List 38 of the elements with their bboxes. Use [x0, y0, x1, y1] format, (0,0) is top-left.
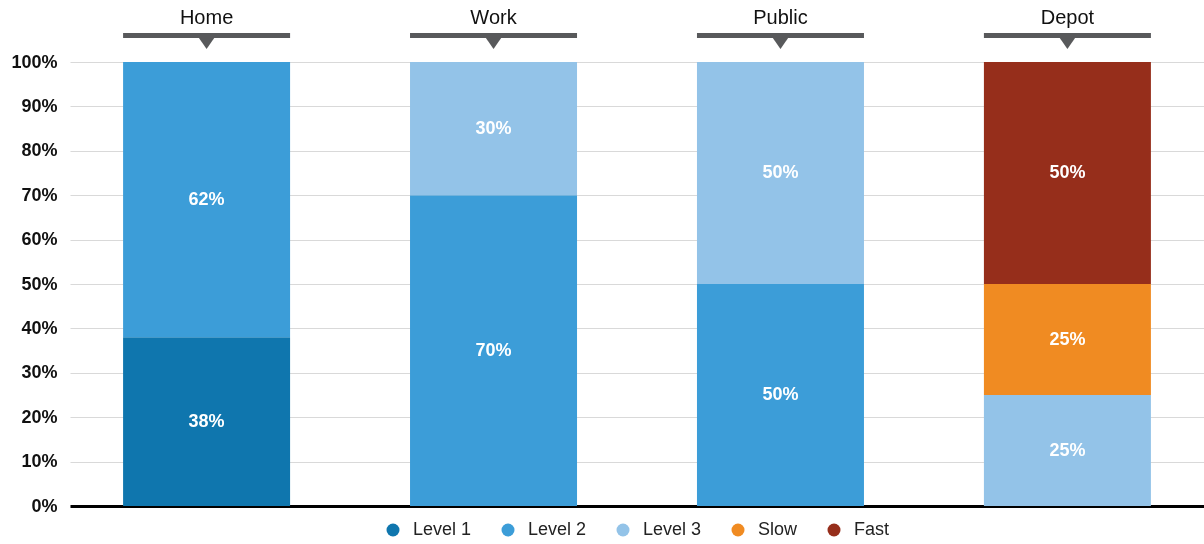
data-label: 70% — [475, 339, 512, 360]
bar — [696, 284, 864, 506]
data-label: 38% — [188, 410, 225, 431]
legend-label: Level 1 — [413, 519, 472, 539]
y-tick-label: 100% — [11, 51, 58, 72]
bar — [410, 195, 578, 506]
y-tick-label: 50% — [21, 273, 58, 294]
data-label: 30% — [475, 117, 512, 138]
y-tick-label: 30% — [21, 362, 58, 383]
data-label: 50% — [762, 162, 799, 182]
y-tick-label: 20% — [21, 406, 58, 427]
x-tick-label: Public — [753, 5, 808, 28]
y-tick-label: 10% — [21, 451, 58, 472]
y-tick-label: 70% — [21, 184, 58, 205]
data-label: 25% — [1049, 439, 1086, 460]
bar — [123, 337, 291, 506]
bar — [983, 284, 1151, 395]
bar — [123, 62, 291, 338]
legend-label: Level 3 — [643, 519, 702, 539]
y-tick-label: 0% — [31, 495, 58, 516]
x-tick-label: Depot — [1040, 5, 1095, 28]
legend-label: Slow — [758, 519, 799, 539]
x-tick-label: Home — [179, 5, 234, 28]
data-label: 50% — [1049, 162, 1086, 182]
y-tick-label: 80% — [21, 140, 58, 161]
legend-label: Level 2 — [528, 519, 587, 539]
bar — [696, 62, 864, 284]
bar — [983, 395, 1151, 506]
data-label: 62% — [188, 188, 225, 209]
legend-label: Fast — [854, 519, 890, 539]
data-label: 50% — [762, 384, 799, 404]
y-tick-label: 40% — [21, 317, 58, 338]
y-tick-label: 60% — [21, 229, 58, 250]
x-tick-label: Work — [470, 5, 518, 28]
bar — [983, 62, 1151, 284]
data-label: 25% — [1049, 328, 1086, 349]
y-tick-label: 90% — [21, 95, 58, 116]
bar — [410, 62, 578, 196]
